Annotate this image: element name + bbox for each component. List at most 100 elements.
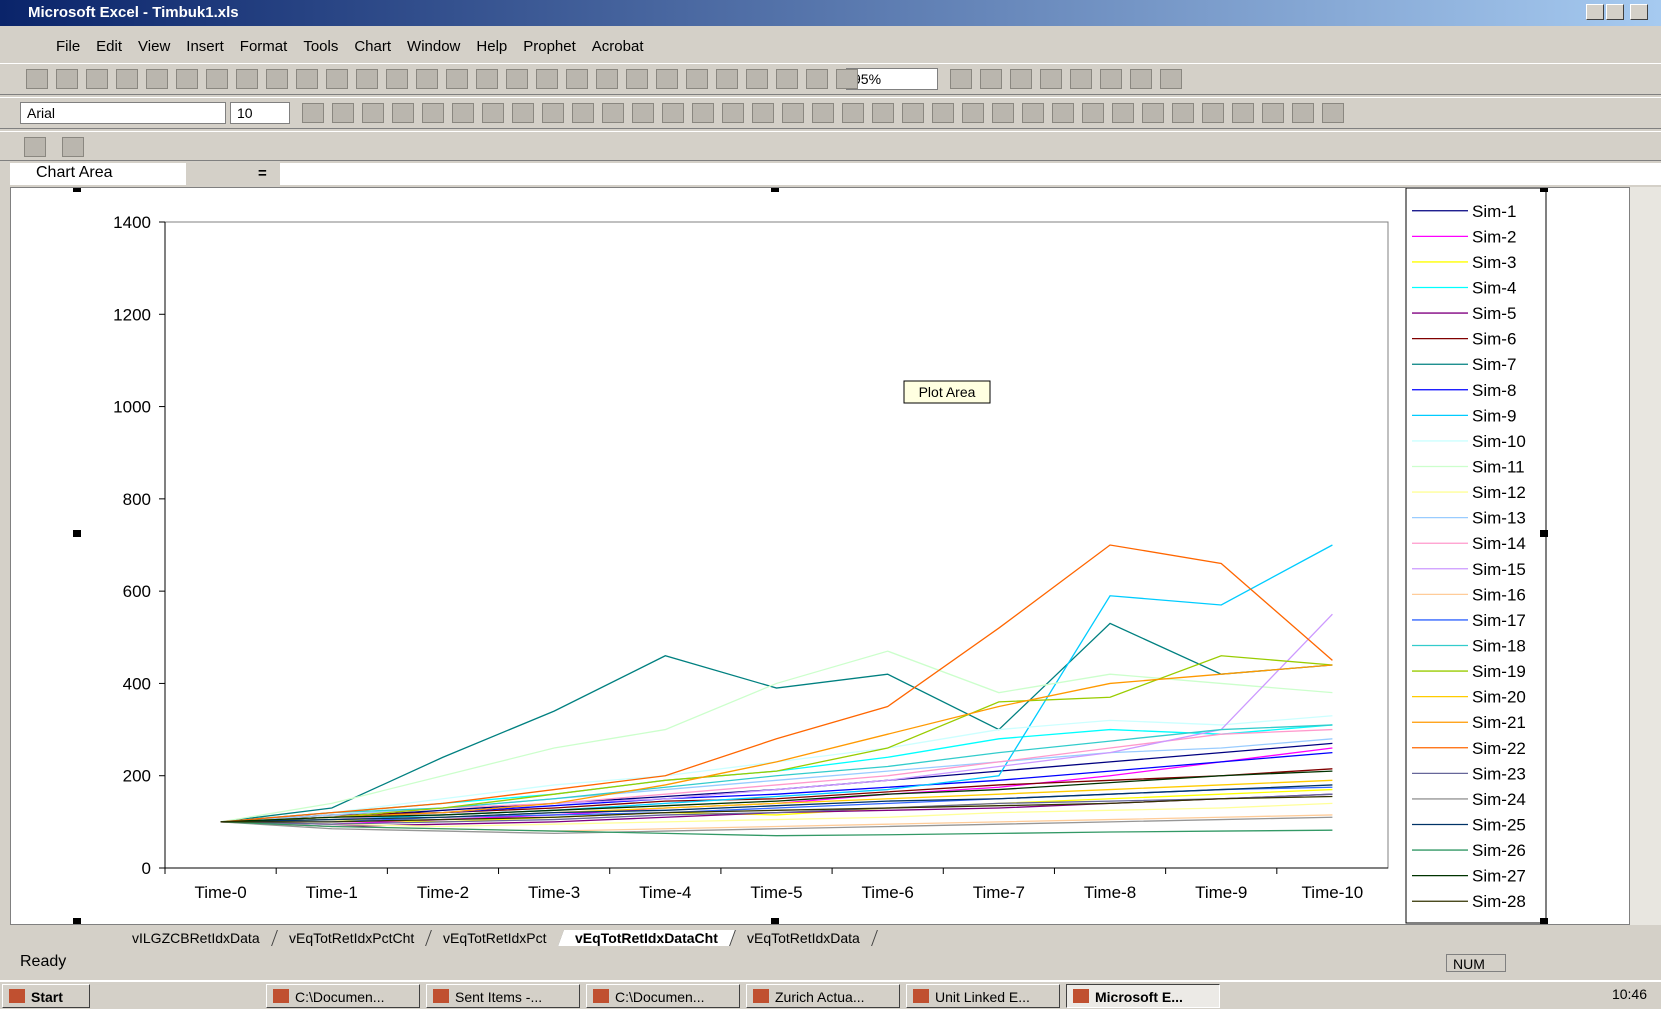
menu-item[interactable]: Prophet xyxy=(523,38,576,55)
menu-item[interactable]: Insert xyxy=(186,38,224,55)
toolbar-button[interactable] xyxy=(1040,69,1062,89)
toolbar-button[interactable] xyxy=(356,69,378,89)
toolbar-button[interactable] xyxy=(836,69,858,89)
toolbar-button[interactable] xyxy=(722,103,744,123)
toolbar-button[interactable] xyxy=(332,103,354,123)
start-button[interactable]: Start xyxy=(2,984,90,1008)
font-size-box[interactable]: 10 xyxy=(230,102,290,124)
taskbar-item[interactable]: Unit Linked E... xyxy=(906,984,1060,1008)
toolbar-button[interactable] xyxy=(572,103,594,123)
taskbar-item[interactable]: C:\Documen... xyxy=(586,984,740,1008)
vertical-scrollbar[interactable] xyxy=(1630,187,1661,925)
toolbar-button[interactable] xyxy=(326,69,348,89)
toolbar-button[interactable] xyxy=(1160,69,1182,89)
formula-input[interactable] xyxy=(280,163,1661,185)
toolbar-button[interactable] xyxy=(632,103,654,123)
toolbar-button[interactable] xyxy=(416,69,438,89)
toolbar-button[interactable] xyxy=(602,103,624,123)
toolbar-button[interactable] xyxy=(482,103,504,123)
toolbar-button[interactable] xyxy=(662,103,684,123)
toolbar-button[interactable] xyxy=(1130,69,1152,89)
toolbar-button[interactable] xyxy=(716,69,738,89)
toolbar-button[interactable] xyxy=(806,69,828,89)
sheet-tab[interactable]: vEqTotRetIdxData xyxy=(730,930,878,946)
toolbar-button[interactable] xyxy=(902,103,924,123)
menu-item[interactable]: Tools xyxy=(303,38,338,55)
toolbar-button[interactable] xyxy=(392,103,414,123)
toolbar-button[interactable] xyxy=(1142,103,1164,123)
toolbar-button[interactable] xyxy=(1100,69,1122,89)
toolbar-button[interactable] xyxy=(1322,103,1344,123)
toolbar-button[interactable] xyxy=(566,69,588,89)
taskbar-item[interactable]: C:\Documen... xyxy=(266,984,420,1008)
menu-item[interactable]: Acrobat xyxy=(592,38,644,55)
toolbar-button[interactable] xyxy=(1052,103,1074,123)
menu-item[interactable]: View xyxy=(138,38,170,55)
menu-item[interactable]: Window xyxy=(407,38,460,55)
toolbar-button[interactable] xyxy=(86,69,108,89)
toolbar-button[interactable] xyxy=(176,69,198,89)
menu-item[interactable]: Help xyxy=(476,38,507,55)
toolbar-button[interactable] xyxy=(1292,103,1314,123)
close-button[interactable] xyxy=(1630,4,1648,20)
toolbar-button[interactable] xyxy=(932,103,954,123)
toolbar-button[interactable] xyxy=(1202,103,1224,123)
toolbar-button[interactable] xyxy=(422,103,444,123)
sheet-tab[interactable]: vILGZCBRetIdxData xyxy=(115,930,277,946)
restore-button[interactable] xyxy=(1606,4,1624,20)
toolbar-button[interactable] xyxy=(812,103,834,123)
toolbar-button[interactable] xyxy=(746,69,768,89)
toolbar-button[interactable] xyxy=(56,69,78,89)
toolbar-button[interactable] xyxy=(24,137,46,157)
toolbar-button[interactable] xyxy=(362,103,384,123)
toolbar-button[interactable] xyxy=(686,69,708,89)
zoom-box[interactable]: 95% xyxy=(846,68,938,90)
toolbar-button[interactable] xyxy=(962,103,984,123)
toolbar-button[interactable] xyxy=(62,137,84,157)
toolbar-button[interactable] xyxy=(26,69,48,89)
toolbar-button[interactable] xyxy=(506,69,528,89)
toolbar-button[interactable] xyxy=(536,69,558,89)
toolbar-button[interactable] xyxy=(872,103,894,123)
toolbar-button[interactable] xyxy=(1070,69,1092,89)
toolbar-button[interactable] xyxy=(692,103,714,123)
toolbar-button[interactable] xyxy=(752,103,774,123)
menu-item[interactable]: Edit xyxy=(96,38,122,55)
toolbar-button[interactable] xyxy=(236,69,258,89)
name-box[interactable]: Chart Area xyxy=(10,163,186,185)
menu-item[interactable]: File xyxy=(56,38,80,55)
toolbar-button[interactable] xyxy=(776,69,798,89)
sheet-tab[interactable]: vEqTotRetIdxDataCht xyxy=(558,930,736,946)
toolbar-button[interactable] xyxy=(476,69,498,89)
menu-item[interactable]: Format xyxy=(240,38,288,55)
toolbar-button[interactable] xyxy=(842,103,864,123)
toolbar-button[interactable] xyxy=(626,69,648,89)
toolbar-button[interactable] xyxy=(1010,69,1032,89)
toolbar-button[interactable] xyxy=(656,69,678,89)
toolbar-button[interactable] xyxy=(1022,103,1044,123)
font-box[interactable]: Arial xyxy=(20,102,226,124)
minimize-button[interactable] xyxy=(1586,4,1604,20)
toolbar-button[interactable] xyxy=(1172,103,1194,123)
toolbar-button[interactable] xyxy=(116,69,138,89)
menu-item[interactable]: Chart xyxy=(354,38,391,55)
toolbar-button[interactable] xyxy=(596,69,618,89)
toolbar-button[interactable] xyxy=(302,103,324,123)
toolbar-button[interactable] xyxy=(446,69,468,89)
toolbar-button[interactable] xyxy=(1082,103,1104,123)
toolbar-button[interactable] xyxy=(146,69,168,89)
toolbar-button[interactable] xyxy=(386,69,408,89)
toolbar-button[interactable] xyxy=(206,69,228,89)
toolbar-button[interactable] xyxy=(1232,103,1254,123)
taskbar-item[interactable]: Sent Items -... xyxy=(426,984,580,1008)
toolbar-button[interactable] xyxy=(266,69,288,89)
toolbar-button[interactable] xyxy=(782,103,804,123)
toolbar-button[interactable] xyxy=(512,103,534,123)
toolbar-button[interactable] xyxy=(1262,103,1284,123)
taskbar-item[interactable]: Zurich Actua... xyxy=(746,984,900,1008)
taskbar-item[interactable]: Microsoft E... xyxy=(1066,984,1220,1008)
toolbar-button[interactable] xyxy=(1112,103,1134,123)
sheet-tab[interactable]: vEqTotRetIdxPctCht xyxy=(272,930,432,946)
toolbar-button[interactable] xyxy=(542,103,564,123)
toolbar-button[interactable] xyxy=(980,69,1002,89)
